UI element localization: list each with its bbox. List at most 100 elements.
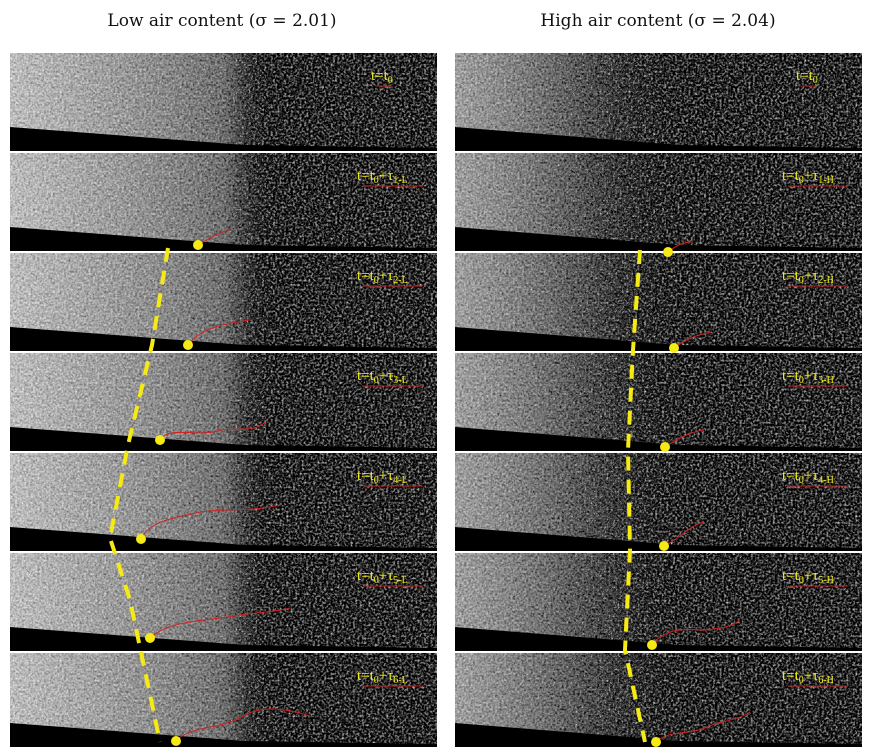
label-subscript: 2-L (393, 275, 407, 286)
label-text: +τ (379, 668, 394, 684)
photo-frame: t=t0+τ5-H (455, 553, 862, 651)
wall-shadow (10, 723, 437, 747)
photo-frame: t=t0+τ5-L (10, 553, 437, 651)
label-subscript: 0 (374, 275, 379, 286)
label-subscript: 0 (813, 75, 818, 86)
time-label: t=t0+τ2-L (357, 268, 408, 286)
time-label: t=t0+τ3-H (782, 368, 834, 386)
wall-shadow (455, 327, 862, 351)
wall-shadow (10, 427, 437, 451)
label-subscript: 0 (388, 75, 393, 86)
wall-shadow (10, 227, 437, 251)
time-label: t=t0+τ1-L (357, 168, 408, 186)
panel-title: Low air content (σ = 2.01) (107, 11, 336, 31)
label-text: t=t (357, 268, 375, 284)
front-line (107, 247, 170, 743)
label-subscript: 0 (374, 375, 379, 386)
label-text: +τ (804, 268, 819, 284)
label-text: t=t (357, 168, 375, 184)
label-subscript: 0 (374, 475, 379, 486)
label-subscript: 0 (374, 175, 379, 186)
wall-shadow (10, 127, 437, 151)
label-subscript: 3-H (818, 375, 834, 386)
label-text: t=t (357, 468, 375, 484)
label-subscript: 5-H (818, 575, 834, 586)
photo-frame: t=t0+τ1-L (10, 153, 437, 251)
label-subscript: 3-L (393, 375, 407, 386)
label-subscript: 0 (374, 575, 379, 586)
label-subscript: 4-H (818, 475, 834, 486)
label-subscript: 0 (799, 275, 804, 286)
label-text: +τ (804, 568, 819, 584)
label-text: +τ (379, 368, 394, 384)
label-text: t=t (357, 368, 375, 384)
wall-shadow (10, 627, 437, 651)
time-label: t=t0+τ2-H (782, 268, 834, 286)
wall-shadow (455, 627, 862, 651)
label-text: t=t (782, 168, 800, 184)
wall-shadow (455, 527, 862, 551)
photo-frame: t=t0+τ3-H (455, 353, 862, 451)
wall-shadow (455, 723, 862, 747)
photo-frame: t=t0+τ1-H (455, 153, 862, 251)
label-subscript: 0 (799, 475, 804, 486)
label-text: +τ (379, 168, 394, 184)
photo-frame: t=t0+τ6-H (455, 653, 862, 747)
wall-shadow (10, 527, 437, 551)
label-text: t=t (357, 668, 375, 684)
label-text: +τ (379, 568, 394, 584)
label-text: +τ (804, 368, 819, 384)
time-label: t=t0+τ5-L (357, 568, 408, 586)
photo-frame: t=t0 (10, 53, 437, 151)
time-label: t=t0+τ6-L (357, 668, 408, 686)
wall-shadow (455, 127, 862, 151)
photo-frame: t=t0+τ2-L (10, 253, 437, 351)
wall-shadow (455, 427, 862, 451)
photo-frame: t=t0+τ3-L (10, 353, 437, 451)
label-text: +τ (804, 468, 819, 484)
tracking-dots (136, 240, 679, 747)
photo-frame: t=t0+τ6-L (10, 653, 437, 747)
front-line (622, 249, 647, 743)
label-subscript: 0 (799, 575, 804, 586)
label-text: t=t (782, 268, 800, 284)
photo-frame: t=t0+τ4-L (10, 453, 437, 551)
label-text: +τ (379, 268, 394, 284)
label-text: t=t (796, 68, 814, 84)
label-subscript: 0 (799, 175, 804, 186)
label-text: t=t (782, 568, 800, 584)
label-text: +τ (804, 668, 819, 684)
label-subscript: 0 (799, 375, 804, 386)
label-subscript: 5-L (393, 575, 407, 586)
time-label: t=t0 (796, 68, 818, 86)
time-label: t=t0+τ3-L (357, 368, 408, 386)
annotations (107, 229, 751, 747)
label-subscript: 0 (374, 675, 379, 686)
label-text: +τ (804, 168, 819, 184)
photo-frame: t=t0+τ4-H (455, 453, 862, 551)
label-text: +τ (379, 468, 394, 484)
label-text: t=t (782, 368, 800, 384)
label-text: t=t (782, 668, 800, 684)
time-label: t=t0 (371, 68, 393, 86)
time-label: t=t0+τ4-L (357, 468, 408, 486)
label-text: t=t (357, 568, 375, 584)
label-subscript: 6-H (818, 675, 834, 686)
label-text: t=t (371, 68, 389, 84)
label-subscript: 1-L (393, 175, 407, 186)
label-subscript: 6-L (393, 675, 407, 686)
label-subscript: 0 (799, 675, 804, 686)
photo-frame: t=t0 (455, 53, 862, 151)
time-label: t=t0+τ4-H (782, 468, 834, 486)
time-label: t=t0+τ1-H (782, 168, 834, 186)
label-subscript: 4-L (393, 475, 407, 486)
wall-shadow (455, 227, 862, 251)
wall-shadow (10, 327, 437, 351)
label-subscript: 1-H (818, 175, 834, 186)
panel-title: High air content (σ = 2.04) (540, 11, 775, 31)
time-label: t=t0+τ5-H (782, 568, 834, 586)
photo-frame: t=t0+τ2-H (455, 253, 862, 351)
frames: t=t0t=t0+τ1-Lt=t0+τ2-Lt=t0+τ3-Lt=t0+τ4-L… (10, 53, 862, 747)
label-text: t=t (782, 468, 800, 484)
